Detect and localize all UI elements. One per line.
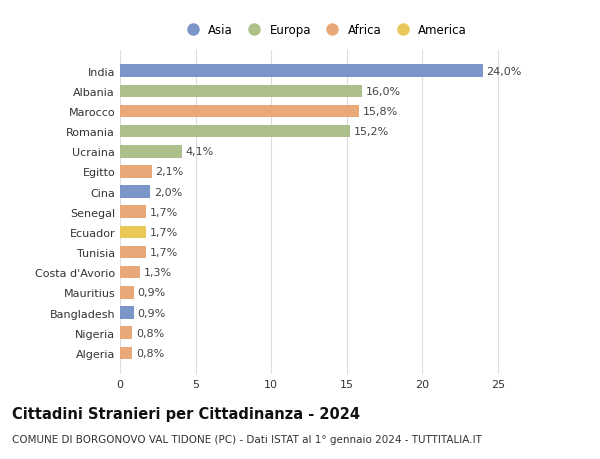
Bar xyxy=(120,327,132,339)
Text: 2,1%: 2,1% xyxy=(155,167,184,177)
Bar xyxy=(120,126,350,138)
Bar xyxy=(120,65,482,78)
Bar xyxy=(120,226,146,239)
Text: 4,1%: 4,1% xyxy=(186,147,214,157)
Text: 1,7%: 1,7% xyxy=(149,207,178,217)
Text: COMUNE DI BORGONOVO VAL TIDONE (PC) - Dati ISTAT al 1° gennaio 2024 - TUTTITALIA: COMUNE DI BORGONOVO VAL TIDONE (PC) - Da… xyxy=(12,434,482,444)
Bar xyxy=(120,347,132,359)
Text: 2,0%: 2,0% xyxy=(154,187,182,197)
Text: 1,7%: 1,7% xyxy=(149,247,178,257)
Text: 0,9%: 0,9% xyxy=(137,308,166,318)
Bar xyxy=(120,186,150,198)
Text: 0,8%: 0,8% xyxy=(136,348,164,358)
Bar xyxy=(120,146,182,158)
Text: 0,9%: 0,9% xyxy=(137,288,166,298)
Bar xyxy=(120,106,359,118)
Bar xyxy=(120,286,134,299)
Bar xyxy=(120,266,140,279)
Bar xyxy=(120,85,362,98)
Text: 1,3%: 1,3% xyxy=(143,268,172,278)
Text: 15,2%: 15,2% xyxy=(353,127,389,137)
Text: 16,0%: 16,0% xyxy=(365,87,401,96)
Bar xyxy=(120,307,134,319)
Text: 1,7%: 1,7% xyxy=(149,227,178,237)
Bar xyxy=(120,166,152,178)
Text: 15,8%: 15,8% xyxy=(362,106,398,117)
Bar xyxy=(120,246,146,259)
Text: Cittadini Stranieri per Cittadinanza - 2024: Cittadini Stranieri per Cittadinanza - 2… xyxy=(12,406,360,421)
Legend: Asia, Europa, Africa, America: Asia, Europa, Africa, America xyxy=(178,21,470,41)
Text: 0,8%: 0,8% xyxy=(136,328,164,338)
Bar xyxy=(120,206,146,218)
Text: 24,0%: 24,0% xyxy=(487,67,522,77)
